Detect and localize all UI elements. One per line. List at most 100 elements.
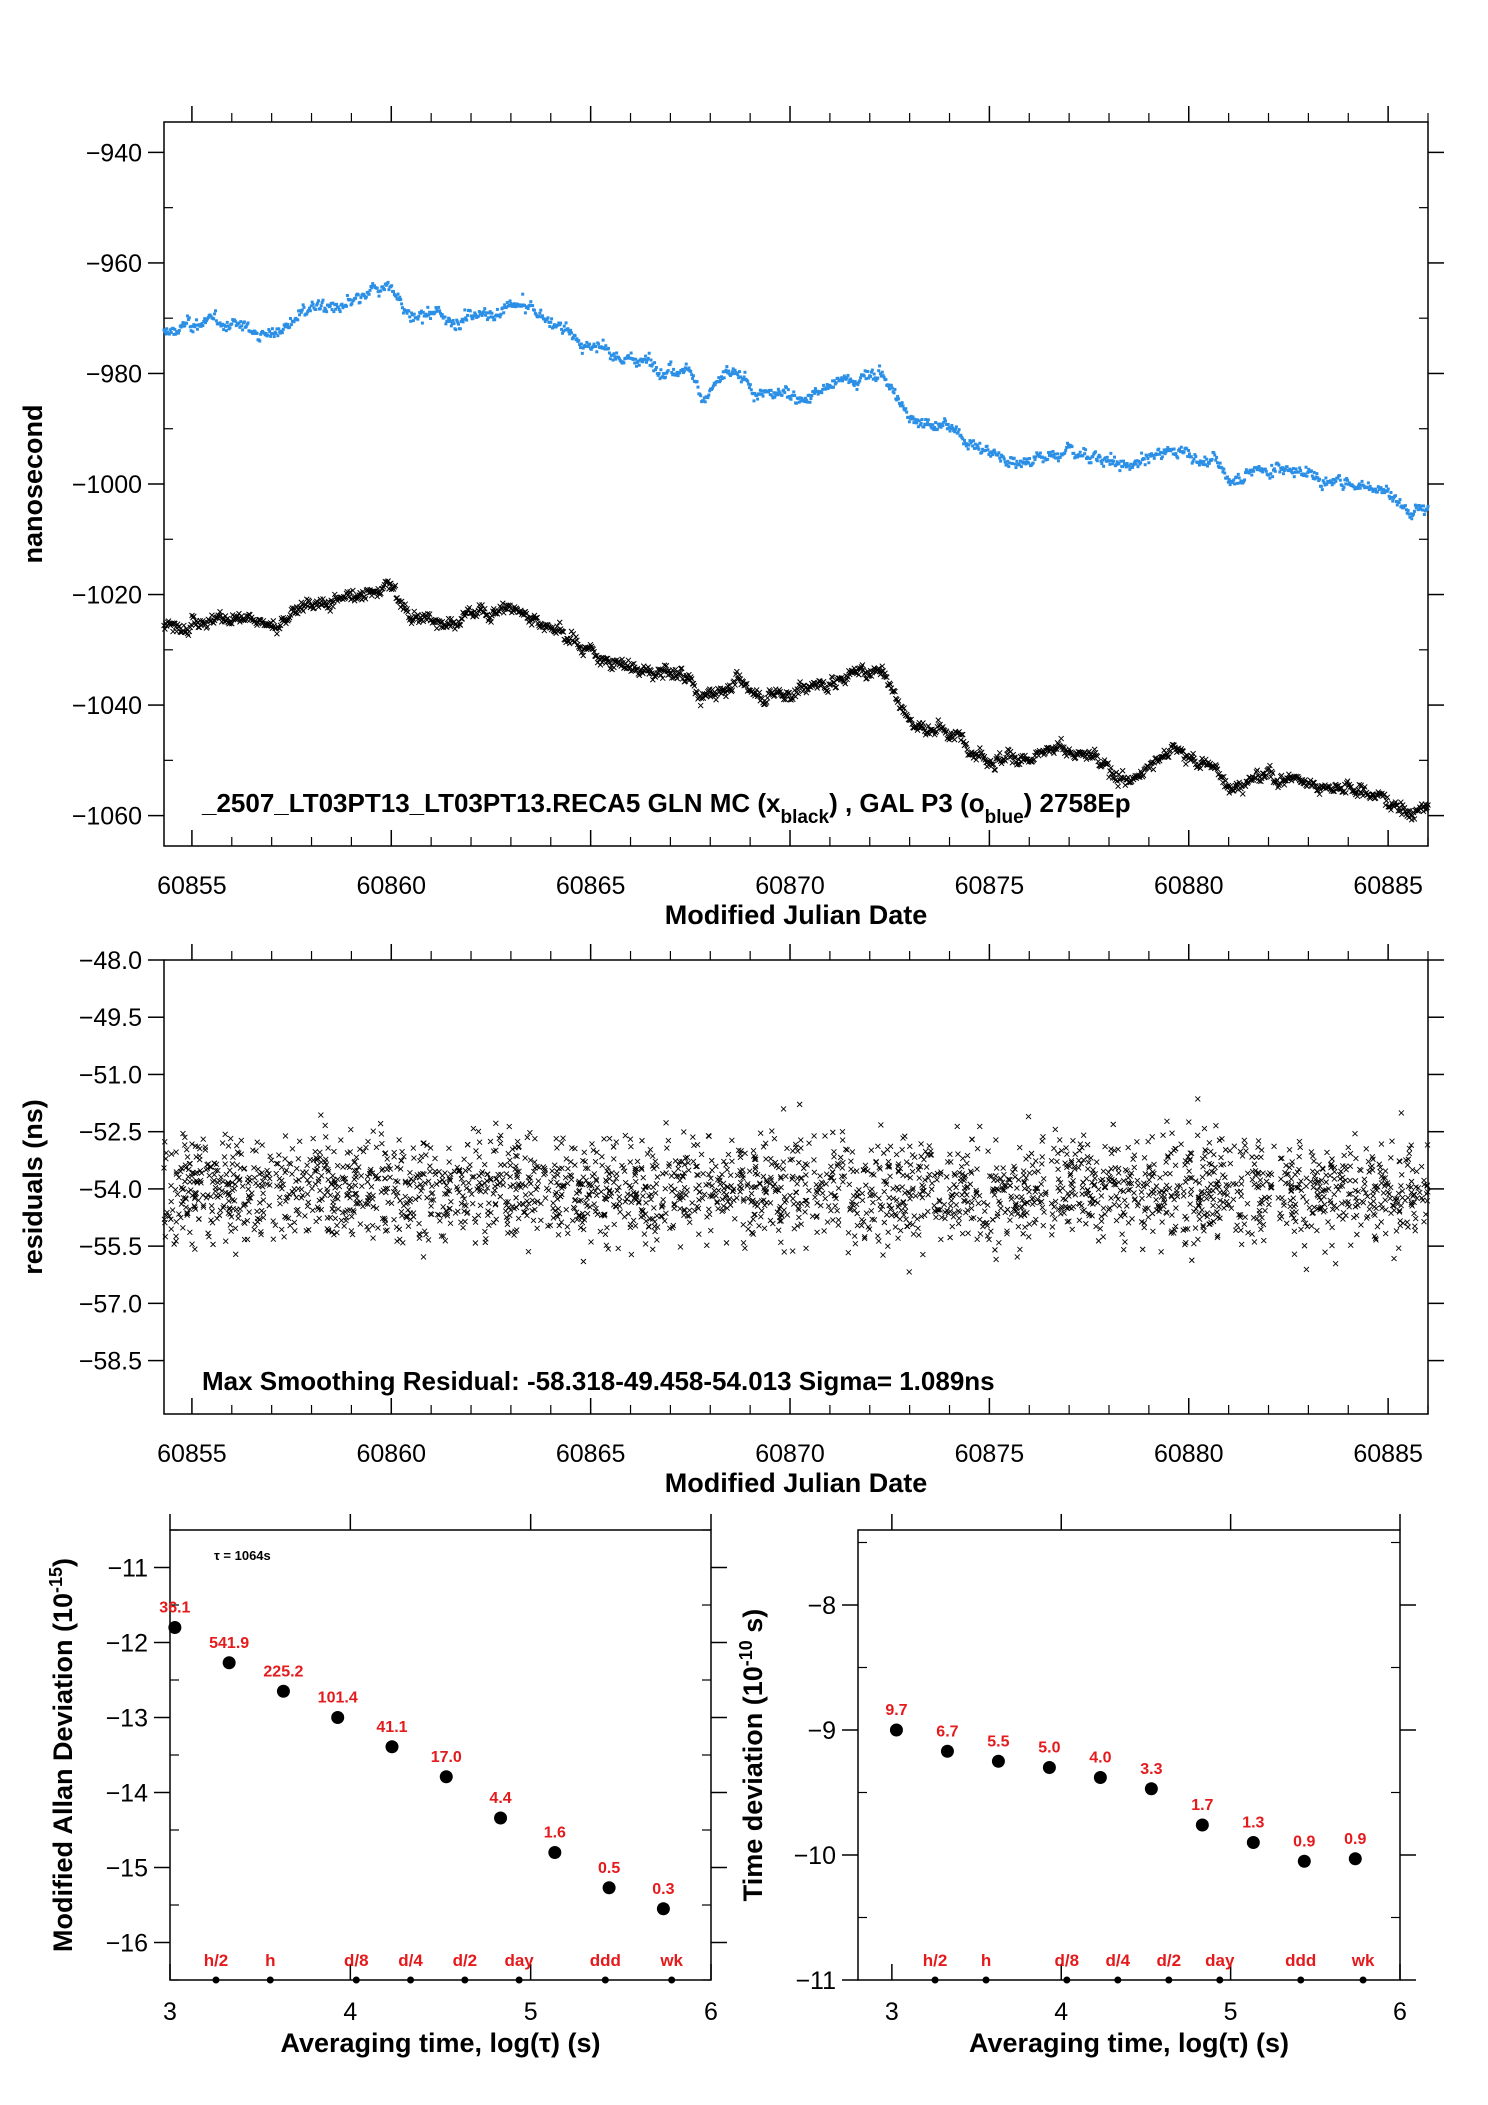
residual-point: [427, 1163, 433, 1169]
residual-point: [677, 1205, 683, 1212]
residual-point: [367, 1168, 374, 1175]
residual-point: [461, 1156, 467, 1163]
residual-point: [604, 1224, 610, 1231]
residual-point: [598, 1212, 605, 1219]
residual-point: [1283, 1220, 1290, 1227]
residual-point: [306, 1180, 312, 1187]
residual-point: [959, 1155, 966, 1162]
residual-point: [1100, 1233, 1107, 1240]
blue-point: [1320, 488, 1324, 492]
residual-point: [335, 1206, 342, 1212]
residual-point: [1014, 1254, 1021, 1260]
residual-point: [963, 1192, 970, 1198]
residual-point: [1029, 1201, 1036, 1207]
residual-point: [366, 1191, 373, 1198]
residual-point: [1338, 1200, 1345, 1207]
residual-point: [1332, 1260, 1339, 1267]
residual-point: [1120, 1209, 1127, 1216]
x-tick-label: 60865: [556, 1440, 626, 1468]
blue-point: [448, 317, 452, 321]
blue-point: [1273, 469, 1277, 473]
black-point: [457, 622, 464, 628]
blue-point: [328, 304, 332, 308]
blue-point: [1234, 475, 1238, 479]
residual-point: [397, 1197, 403, 1204]
blue-point: [1021, 461, 1025, 465]
blue-point: [279, 331, 283, 335]
blue-point: [1193, 453, 1197, 457]
blue-point: [319, 304, 323, 308]
residual-point: [1317, 1204, 1323, 1211]
blue-point: [989, 454, 993, 458]
residual-point: [1345, 1144, 1352, 1151]
residual-point: [428, 1211, 435, 1218]
blue-point: [622, 361, 626, 365]
residual-point: [1052, 1126, 1059, 1133]
blue-point: [916, 425, 920, 429]
residual-point: [1309, 1168, 1316, 1175]
residual-point: [654, 1237, 660, 1243]
black-point: [574, 637, 580, 644]
residual-point: [789, 1176, 795, 1182]
blue-point: [1019, 459, 1023, 463]
blue-point: [569, 328, 573, 332]
residual-point: [1085, 1210, 1092, 1217]
blue-point: [770, 394, 774, 398]
blue-point: [730, 370, 734, 374]
blue-point: [726, 371, 730, 375]
annotation-subscript: black: [780, 807, 829, 828]
blue-point: [268, 330, 272, 334]
residual-point: [1378, 1141, 1385, 1147]
blue-point: [736, 373, 740, 377]
blue-point: [834, 381, 838, 385]
residual-point: [255, 1182, 261, 1189]
residual-point: [886, 1164, 893, 1170]
residual-point: [548, 1179, 554, 1185]
residual-point: [427, 1168, 433, 1175]
residual-point: [525, 1174, 532, 1180]
residual-point: [851, 1233, 858, 1239]
residual-point: [251, 1164, 257, 1171]
residual-point: [875, 1238, 882, 1244]
residual-point: [1006, 1177, 1013, 1183]
blue-point: [1291, 467, 1295, 471]
black-point: [346, 593, 353, 600]
residual-point: [466, 1166, 472, 1173]
residual-point: [222, 1238, 229, 1244]
blue-point: [843, 376, 847, 380]
y-tick-label: −960: [86, 250, 142, 278]
blue-point: [949, 427, 953, 431]
residual-point: [1105, 1169, 1112, 1176]
blue-point: [897, 397, 901, 401]
residual-point: [952, 1172, 958, 1179]
residual-point: [1014, 1185, 1020, 1191]
black-point: [1119, 767, 1126, 774]
residual-point: [1113, 1193, 1120, 1199]
black-point: [326, 604, 333, 611]
residual-point: [1352, 1130, 1358, 1137]
black-point: [591, 648, 597, 655]
residual-point: [964, 1160, 970, 1167]
residual-point: [1195, 1201, 1202, 1208]
residual-point: [177, 1214, 184, 1221]
residual-point: [205, 1230, 211, 1237]
residual-point: [503, 1171, 510, 1177]
residual-point: [434, 1211, 441, 1218]
residual-point: [686, 1219, 693, 1226]
residual-point: [1040, 1222, 1047, 1229]
residual-point: [478, 1170, 485, 1177]
residual-point: [1234, 1188, 1241, 1195]
blue-point: [791, 393, 795, 397]
residual-point: [828, 1163, 834, 1170]
residual-point: [731, 1215, 738, 1222]
blue-point: [298, 313, 302, 317]
black-point: [1161, 747, 1168, 754]
residual-point: [557, 1193, 564, 1200]
blue-point: [782, 388, 786, 392]
residual-point: [613, 1139, 620, 1145]
blue-point: [542, 317, 546, 321]
blue-point: [1190, 461, 1194, 465]
blue-point: [871, 377, 875, 381]
blue-point: [187, 316, 191, 320]
residual-point: [1170, 1230, 1177, 1236]
